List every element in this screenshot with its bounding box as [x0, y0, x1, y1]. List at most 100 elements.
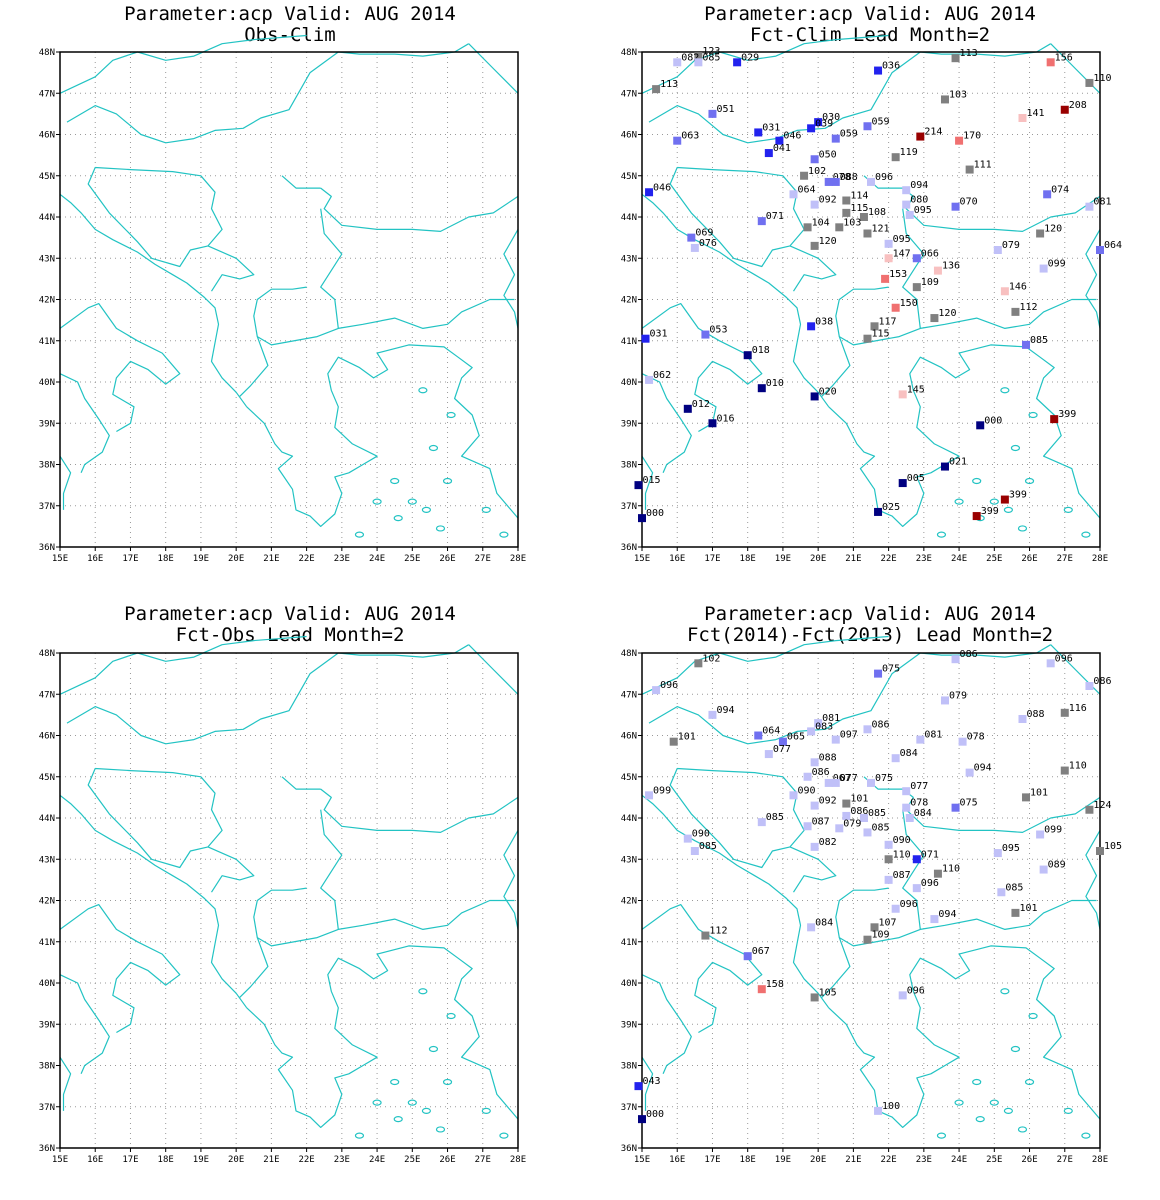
- coastline-path: [59, 904, 181, 1034]
- coastline-path: [338, 644, 470, 658]
- lat-tick-label: 44N: [39, 213, 55, 223]
- station-marker: [807, 322, 816, 331]
- map-obs-clim: 15E 16E 17E 18E 19E 20E 21E 22E 23E 24E 25E 26E 27E 2…: [39, 34, 526, 564]
- coastline-path: [468, 644, 519, 695]
- station-marker: [1085, 805, 1094, 814]
- island-path: [435, 1126, 446, 1133]
- station-marker: [1043, 190, 1052, 199]
- station-value-label: 031: [762, 122, 780, 133]
- station-marker: [757, 217, 766, 226]
- station-value-label: 043: [642, 1076, 660, 1087]
- station-marker: [1060, 766, 1069, 775]
- station-value-label: 075: [882, 664, 900, 675]
- station-marker: [1036, 830, 1045, 839]
- station-marker: [902, 186, 911, 195]
- island-path: [1063, 1107, 1073, 1114]
- station-value-label: 105: [1104, 841, 1122, 852]
- station-marker: [859, 814, 868, 822]
- map-fct-fct: 15E 16E 17E 18E 19E 20E 21E 22E 23E 24E 25E 26E 27E 2…: [621, 635, 1122, 1165]
- station-value-label: 077: [910, 781, 928, 792]
- station-value-label: 039: [815, 118, 833, 129]
- station-value-label: 101: [678, 732, 696, 743]
- island-path: [936, 1132, 947, 1139]
- station-marker: [778, 737, 787, 746]
- station-marker: [673, 58, 682, 67]
- lat-tick-label: 44N: [39, 814, 55, 824]
- coastline-path: [920, 298, 1097, 329]
- station-value-label: 120: [1044, 224, 1062, 235]
- station-value-label: 053: [709, 325, 727, 336]
- station-marker: [870, 923, 879, 932]
- lat-tick-label: 44N: [621, 213, 637, 223]
- station-value-label: 071: [921, 849, 939, 860]
- station-marker: [708, 710, 717, 719]
- island-path: [354, 1132, 365, 1139]
- lat-tick-label: 42N: [39, 897, 55, 907]
- lon-tick-label: 24E: [951, 1155, 967, 1165]
- panel-title-line2: Fct(2014)-Fct(2013) Lead Month=2: [686, 624, 1054, 646]
- lat-tick-label: 37N: [39, 502, 55, 512]
- station-marker: [867, 778, 875, 787]
- station-marker: [1085, 682, 1094, 690]
- station-marker: [930, 314, 939, 323]
- station-marker: [951, 803, 960, 812]
- station-marker: [842, 811, 851, 820]
- coastline-path: [59, 794, 248, 1009]
- station-value-label: 078: [910, 798, 928, 809]
- station-value-label: 080: [910, 195, 928, 206]
- station-value-label: 077: [840, 773, 858, 784]
- station-marker: [701, 330, 710, 339]
- island-path: [418, 988, 428, 995]
- station-marker: [965, 768, 974, 777]
- coastline-path: [66, 652, 339, 745]
- station-value-label: 096: [907, 985, 925, 996]
- lat-tick-label: 40N: [39, 979, 55, 989]
- station-marker: [1085, 202, 1094, 211]
- station-marker: [810, 842, 819, 851]
- station-marker: [1060, 708, 1069, 717]
- station-marker: [810, 993, 819, 1002]
- station-marker: [951, 655, 960, 664]
- lon-tick-label: 26E: [439, 554, 455, 564]
- coastline-path: [641, 635, 889, 695]
- coastline-path: [648, 652, 921, 745]
- island-path: [1017, 525, 1028, 532]
- station-marker: [683, 404, 692, 413]
- coastline-path: [641, 34, 889, 94]
- station-marker: [933, 869, 942, 878]
- coastline-path: [253, 208, 343, 346]
- lat-tick-label: 41N: [621, 337, 637, 347]
- station-value-label: 116: [1069, 703, 1087, 714]
- station-value-label: 050: [819, 149, 837, 160]
- station-value-label: 079: [949, 690, 967, 701]
- station-value-label: 112: [1019, 302, 1037, 313]
- panel-title-line2: Fct-Clim Lead Month=2: [749, 24, 991, 46]
- island-path: [1003, 506, 1013, 513]
- station-value-label: 124: [1093, 800, 1111, 811]
- station-marker: [898, 479, 907, 488]
- island-path: [1081, 531, 1091, 538]
- map-fct-clim: 15E 16E 17E 18E 19E 20E 21E 22E 23E 24E 25E 26E 27E 2…: [621, 34, 1122, 564]
- island-path: [1081, 1132, 1091, 1139]
- station-marker: [912, 283, 921, 292]
- lon-tick-label: 17E: [122, 1155, 138, 1165]
- lon-tick-label: 15E: [634, 1155, 650, 1165]
- lat-tick-label: 38N: [621, 461, 637, 471]
- station-value-label: 081: [822, 713, 840, 724]
- lon-tick-label: 26E: [1021, 554, 1037, 564]
- station-value-label: 005: [907, 473, 925, 484]
- station-marker: [863, 828, 872, 837]
- station-marker: [810, 392, 819, 401]
- station-marker: [1060, 105, 1069, 114]
- station-marker: [884, 239, 893, 248]
- station-marker: [898, 991, 907, 1000]
- lat-tick-label: 48N: [621, 649, 637, 659]
- station-marker: [884, 254, 893, 263]
- station-marker: [863, 122, 872, 131]
- lat-tick-label: 48N: [621, 48, 637, 58]
- coastline-path: [59, 455, 72, 510]
- station-marker: [891, 754, 900, 763]
- coastline-path: [920, 899, 1097, 930]
- lat-tick-label: 38N: [621, 1062, 637, 1072]
- lat-tick-label: 46N: [39, 131, 55, 141]
